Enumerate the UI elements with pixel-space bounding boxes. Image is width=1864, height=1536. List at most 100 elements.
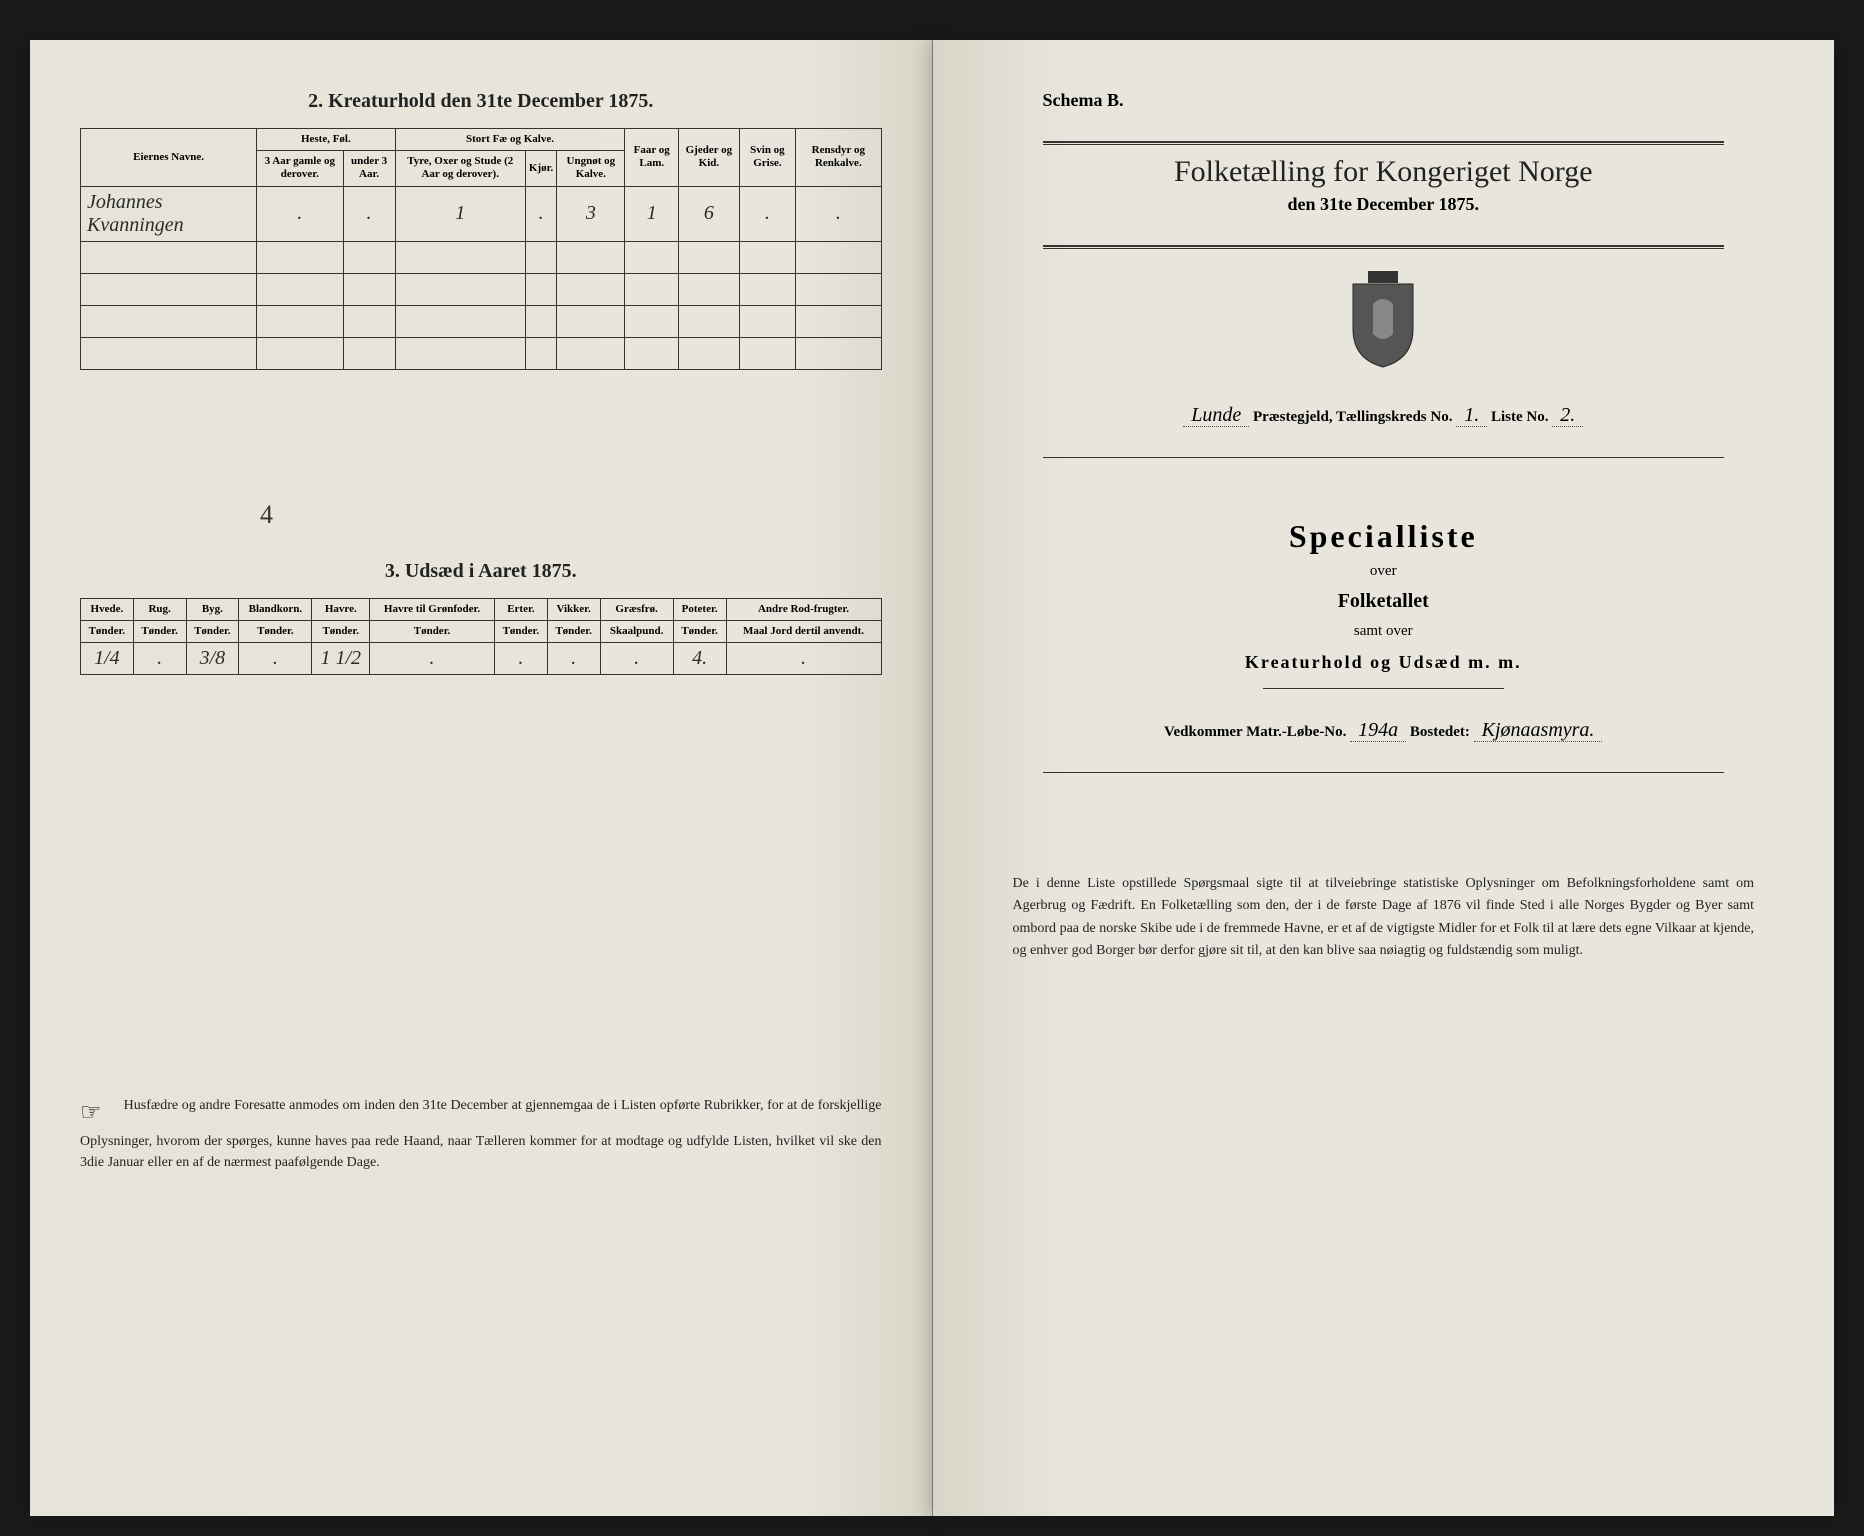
folketallet-label: Folketallet xyxy=(983,590,1785,613)
cell-byg: 3/8 xyxy=(186,642,239,674)
udsaed-table: Hvede. Rug. Byg. Blandkorn. Havre. Havre… xyxy=(80,598,882,675)
cell-grasfro: . xyxy=(600,642,673,674)
rule xyxy=(1043,245,1725,249)
col-cattle: Stort Fæ og Kalve. xyxy=(395,129,625,151)
unit: Tønder. xyxy=(133,620,186,642)
bosted-name: Kjønaasmyra. xyxy=(1474,719,1603,742)
main-title: Folketælling for Kongeriget Norge xyxy=(983,155,1785,189)
unit: Tønder. xyxy=(186,620,239,642)
cell-h2: . xyxy=(343,186,395,241)
label: Bostedet: xyxy=(1410,724,1474,740)
document-spread: 2. Kreaturhold den 31te December 1875. E… xyxy=(0,0,1864,1536)
cell-sheep: 1 xyxy=(625,186,679,241)
cell-name: Johannes Kvanningen xyxy=(81,186,257,241)
col-pigs: Svin og Grise. xyxy=(739,129,795,187)
cell-h1: . xyxy=(257,186,343,241)
unit: Skaalpund. xyxy=(600,620,673,642)
samt-label: samt over xyxy=(983,623,1785,640)
col-poteter: Poteter. xyxy=(673,598,726,620)
cell-andre: . xyxy=(726,642,881,674)
kreaturhold-table: Eiernes Navne. Heste, Føl. Stort Fæ og K… xyxy=(80,128,882,370)
cell-rug: . xyxy=(133,642,186,674)
unit: Tønder. xyxy=(239,620,312,642)
col-rug: Rug. xyxy=(133,598,186,620)
col-c3: Ungnøt og Kalve. xyxy=(557,151,625,186)
pointing-hand-icon: ☞ xyxy=(80,1095,120,1131)
cell-c2: . xyxy=(525,186,556,241)
col-goats: Gjeder og Kid. xyxy=(679,129,740,187)
cell-havre-gron: . xyxy=(370,642,495,674)
unit: Tønder. xyxy=(547,620,600,642)
col-vikker: Vikker. xyxy=(547,598,600,620)
cell-havre: 1 1/2 xyxy=(312,642,370,674)
section2-title: 2. Kreaturhold den 31te December 1875. xyxy=(80,90,882,113)
cell-hvede: 1/4 xyxy=(81,642,134,674)
cell-blandkorn: . xyxy=(239,642,312,674)
cell-c3: 3 xyxy=(557,186,625,241)
col-c2: Kjør. xyxy=(525,151,556,186)
rule xyxy=(1043,772,1725,773)
table-row xyxy=(81,337,882,369)
table-row: Johannes Kvanningen . . 1 . 3 1 6 . . xyxy=(81,186,882,241)
coat-of-arms-icon xyxy=(983,269,1785,374)
table-row: 1/4 . 3/8 . 1 1/2 . . . . 4. . xyxy=(81,642,882,674)
cell-c1: 1 xyxy=(395,186,525,241)
col-h2: under 3 Aar. xyxy=(343,151,395,186)
col-c1: Tyre, Oxer og Stude (2 Aar og derover). xyxy=(395,151,525,186)
spacer: 4 xyxy=(80,370,882,550)
col-andre: Andre Rod-frugter. xyxy=(726,598,881,620)
col-reindeer: Rensdyr og Renkalve. xyxy=(796,129,881,187)
unit: Tønder. xyxy=(81,620,134,642)
footnote-block: ☞ Husfædre og andre Foresatte anmodes om… xyxy=(80,1095,882,1173)
specialliste-title: Specialliste xyxy=(983,518,1785,555)
kreds-no: 1. xyxy=(1456,404,1487,427)
rule xyxy=(1043,457,1725,458)
table-row xyxy=(81,241,882,273)
unit: Tønder. xyxy=(495,620,548,642)
label: Liste No. xyxy=(1491,409,1552,425)
over-label: over xyxy=(983,563,1785,580)
cell-poteter: 4. xyxy=(673,642,726,674)
label: Præstegjeld, Tællingskreds No. xyxy=(1253,409,1456,425)
cell-erter: . xyxy=(495,642,548,674)
col-erter: Erter. xyxy=(495,598,548,620)
table-row xyxy=(81,273,882,305)
liste-no: 2. xyxy=(1552,404,1583,427)
schema-label: Schema B. xyxy=(1043,90,1785,111)
col-grasfro: Græsfrø. xyxy=(600,598,673,620)
left-page: 2. Kreaturhold den 31te December 1875. E… xyxy=(30,40,933,1516)
cell-pigs: . xyxy=(739,186,795,241)
unit: Tønder. xyxy=(673,620,726,642)
col-havre-gron: Havre til Grønfoder. xyxy=(370,598,495,620)
matr-line: Vedkommer Matr.-Løbe-No. 194a Bostedet: … xyxy=(1023,719,1745,742)
cell-vikker: . xyxy=(547,642,600,674)
footnote-text: Husfædre og andre Foresatte anmodes om i… xyxy=(80,1098,882,1170)
unit: Tønder. xyxy=(312,620,370,642)
unit: Maal Jord dertil anvendt. xyxy=(726,620,881,642)
sub-title: den 31te December 1875. xyxy=(983,194,1785,215)
col-horses: Heste, Føl. xyxy=(257,129,395,151)
rule xyxy=(1043,141,1725,145)
right-page: Schema B. Folketælling for Kongeriget No… xyxy=(933,40,1835,1516)
rule xyxy=(1263,688,1505,689)
col-h1: 3 Aar gamle og derover. xyxy=(257,151,343,186)
col-byg: Byg. xyxy=(186,598,239,620)
col-havre: Havre. xyxy=(312,598,370,620)
col-sheep: Faar og Lam. xyxy=(625,129,679,187)
matr-no: 194a xyxy=(1350,719,1406,742)
label: Vedkommer Matr.-Løbe-No. xyxy=(1164,724,1350,740)
parish-name: Lunde xyxy=(1183,404,1249,427)
kreatur-label: Kreaturhold og Udsæd m. m. xyxy=(983,652,1785,673)
table-row xyxy=(81,305,882,337)
stray-mark: 4 xyxy=(260,500,273,530)
cell-goats: 6 xyxy=(679,186,740,241)
unit: Tønder. xyxy=(370,620,495,642)
section3-title: 3. Udsæd i Aaret 1875. xyxy=(80,560,882,583)
spacer xyxy=(80,675,882,1055)
col-blandkorn: Blandkorn. xyxy=(239,598,312,620)
body-paragraph: De i denne Liste opstillede Spørgsmaal s… xyxy=(1013,873,1755,963)
parish-line: Lunde Præstegjeld, Tællingskreds No. 1. … xyxy=(1023,404,1745,427)
col-owner: Eiernes Navne. xyxy=(81,129,257,187)
col-hvede: Hvede. xyxy=(81,598,134,620)
cell-reindeer: . xyxy=(796,186,881,241)
